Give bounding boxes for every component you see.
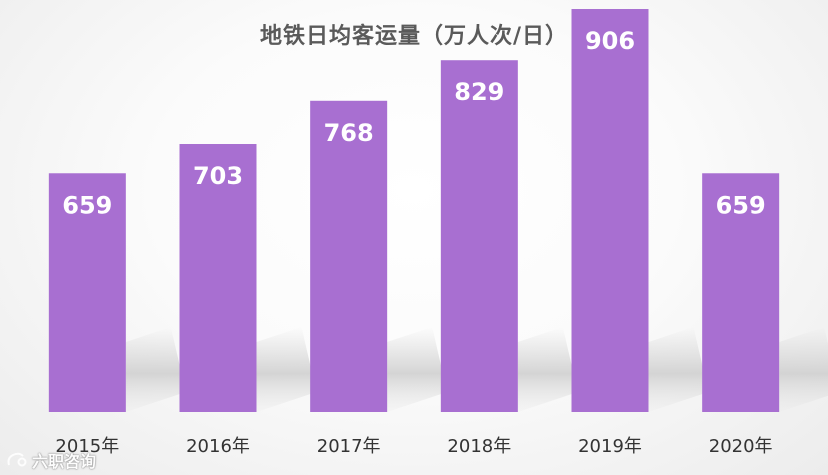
x-tick-label: 2019年: [578, 436, 642, 457]
bar-shadow: [648, 327, 709, 412]
data-label: 829: [454, 78, 504, 106]
bar-shadow: [779, 327, 828, 412]
x-tick-label: 2016年: [186, 436, 250, 457]
x-tick-label: 2017年: [317, 436, 381, 457]
data-label: 659: [716, 191, 766, 219]
chart-title: 地铁日均客运量（万人次/日）: [259, 24, 569, 49]
bar-shadow: [387, 327, 448, 412]
data-label: 768: [324, 119, 374, 147]
bar-2016年[interactable]: [179, 144, 257, 412]
data-label: 703: [193, 162, 243, 190]
bar-2018年[interactable]: [440, 60, 518, 413]
data-label: 906: [585, 27, 635, 55]
bar-shadow: [517, 327, 578, 412]
bar-shadow: [256, 327, 317, 412]
x-tick-label: 2018年: [447, 436, 511, 457]
watermark-text: 六职咨询: [32, 452, 97, 471]
x-tick-label: 2020年: [709, 436, 773, 457]
bar-2015年[interactable]: [48, 173, 126, 412]
data-label: 659: [62, 191, 112, 219]
watermark-logo-icon: [7, 452, 27, 467]
bar-2017年[interactable]: [310, 100, 388, 412]
bar-2019年[interactable]: [571, 9, 649, 412]
x-tick-label: 2015年: [55, 436, 119, 457]
bar-2020年[interactable]: [702, 173, 780, 412]
watermark: 六职咨询: [6, 448, 96, 472]
bar-shadow: [125, 327, 186, 412]
